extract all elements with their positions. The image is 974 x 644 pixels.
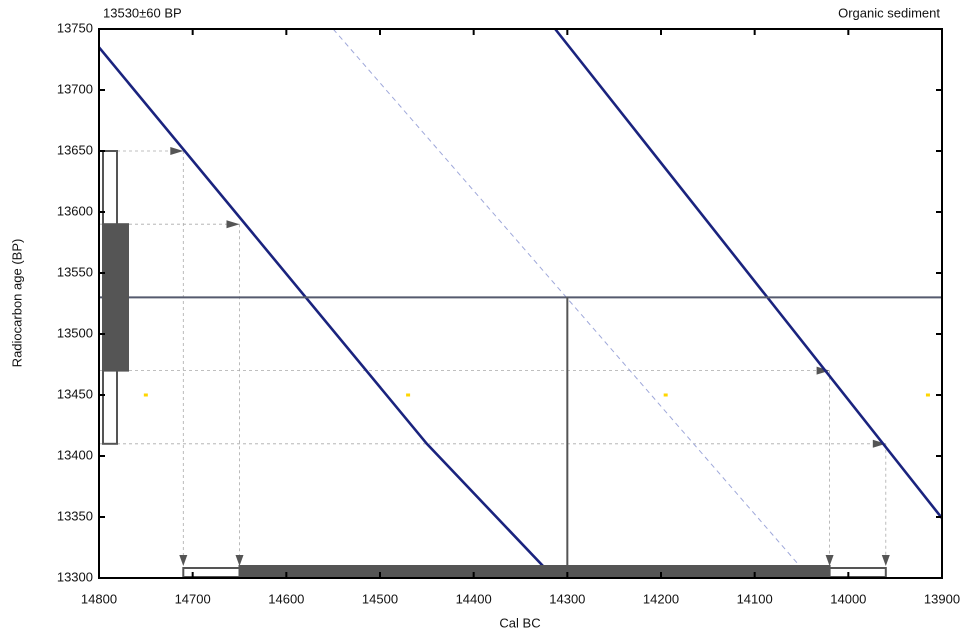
chart-title: 13530±60 BP [103, 5, 182, 20]
calibration-curve [97, 46, 550, 573]
guide-arrow [235, 555, 244, 566]
marker [143, 393, 148, 397]
guide-arrow [179, 555, 188, 566]
y-axis-label: Radiocarbon age (BP) [9, 239, 24, 368]
x-tick-label: 14800 [81, 591, 117, 606]
x-tick-label: 14200 [643, 591, 679, 606]
y-tick-label: 13500 [57, 325, 93, 340]
y-tick-label: 13300 [57, 569, 93, 584]
x-tick-label: 14100 [737, 591, 773, 606]
y-tick-label: 13400 [57, 447, 93, 462]
y-tick-label: 13750 [57, 20, 93, 35]
y-tick-label: 13450 [57, 386, 93, 401]
marker [663, 393, 668, 397]
x-tick-label: 14000 [830, 591, 866, 606]
guide-arrow [825, 555, 834, 566]
x-tick-label: 13900 [924, 591, 960, 606]
guide-arrow [170, 147, 184, 155]
y-tick-label: 13650 [57, 142, 93, 157]
chart-subtitle: Organic sediment [838, 5, 940, 20]
y-tick-label: 13700 [57, 81, 93, 96]
guide-arrow [881, 555, 890, 566]
plot-frame [98, 28, 943, 579]
x-tick-label: 14300 [549, 591, 585, 606]
guide-arrow [872, 439, 886, 448]
y-tick-label: 13550 [57, 264, 93, 279]
date-range-bar [238, 565, 831, 579]
guide-arrow [226, 220, 240, 229]
x-tick-label: 14500 [362, 591, 398, 606]
x-tick-label: 14600 [268, 591, 304, 606]
guide-arrow [816, 366, 830, 375]
age-range-bar [102, 223, 129, 372]
x-axis-label: Cal BC [499, 615, 540, 630]
calibration-curve [554, 28, 944, 520]
marker [406, 393, 411, 397]
y-tick-label: 13600 [57, 203, 93, 218]
x-tick-label: 14700 [175, 591, 211, 606]
y-tick-label: 13350 [57, 508, 93, 523]
marker [925, 393, 930, 397]
x-tick-label: 14400 [456, 591, 492, 606]
